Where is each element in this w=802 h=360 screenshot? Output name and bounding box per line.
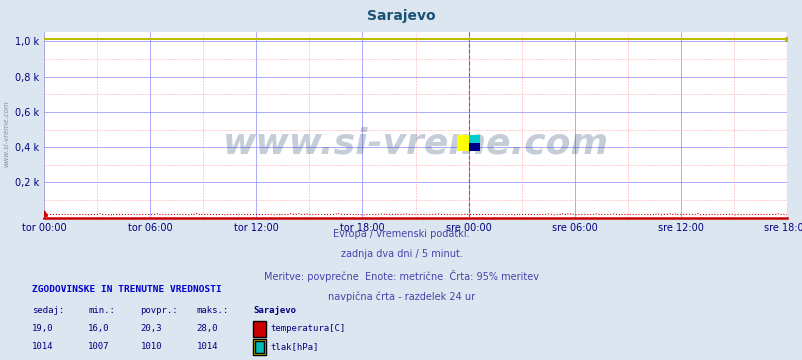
Text: min.:: min.: <box>88 306 115 315</box>
Text: 28,0: 28,0 <box>196 324 218 333</box>
Bar <box>468 135 479 143</box>
Text: Sarajevo: Sarajevo <box>367 9 435 23</box>
Text: navpična črta - razdelek 24 ur: navpična črta - razdelek 24 ur <box>327 291 475 302</box>
Text: www.si-vreme.com: www.si-vreme.com <box>222 127 608 161</box>
Text: zadnja dva dni / 5 minut.: zadnja dva dni / 5 minut. <box>340 249 462 260</box>
Text: sedaj:: sedaj: <box>32 306 64 315</box>
Text: ZGODOVINSKE IN TRENUTNE VREDNOSTI: ZGODOVINSKE IN TRENUTNE VREDNOSTI <box>32 285 221 294</box>
Bar <box>457 135 468 151</box>
Bar <box>468 143 479 151</box>
Text: 19,0: 19,0 <box>32 324 54 333</box>
Text: tlak[hPa]: tlak[hPa] <box>270 342 318 351</box>
Text: Evropa / vremenski podatki.: Evropa / vremenski podatki. <box>333 229 469 239</box>
Text: maks.:: maks.: <box>196 306 229 315</box>
Text: Meritve: povprečne  Enote: metrične  Črta: 95% meritev: Meritve: povprečne Enote: metrične Črta:… <box>264 270 538 282</box>
Text: 1007: 1007 <box>88 342 110 351</box>
Text: povpr.:: povpr.: <box>140 306 178 315</box>
Text: 1014: 1014 <box>32 342 54 351</box>
Text: 1010: 1010 <box>140 342 162 351</box>
Text: temperatura[C]: temperatura[C] <box>270 324 346 333</box>
Text: 20,3: 20,3 <box>140 324 162 333</box>
Text: 1014: 1014 <box>196 342 218 351</box>
Text: Sarajevo: Sarajevo <box>253 306 296 315</box>
Text: www.si-vreme.com: www.si-vreme.com <box>3 100 10 167</box>
Text: 16,0: 16,0 <box>88 324 110 333</box>
